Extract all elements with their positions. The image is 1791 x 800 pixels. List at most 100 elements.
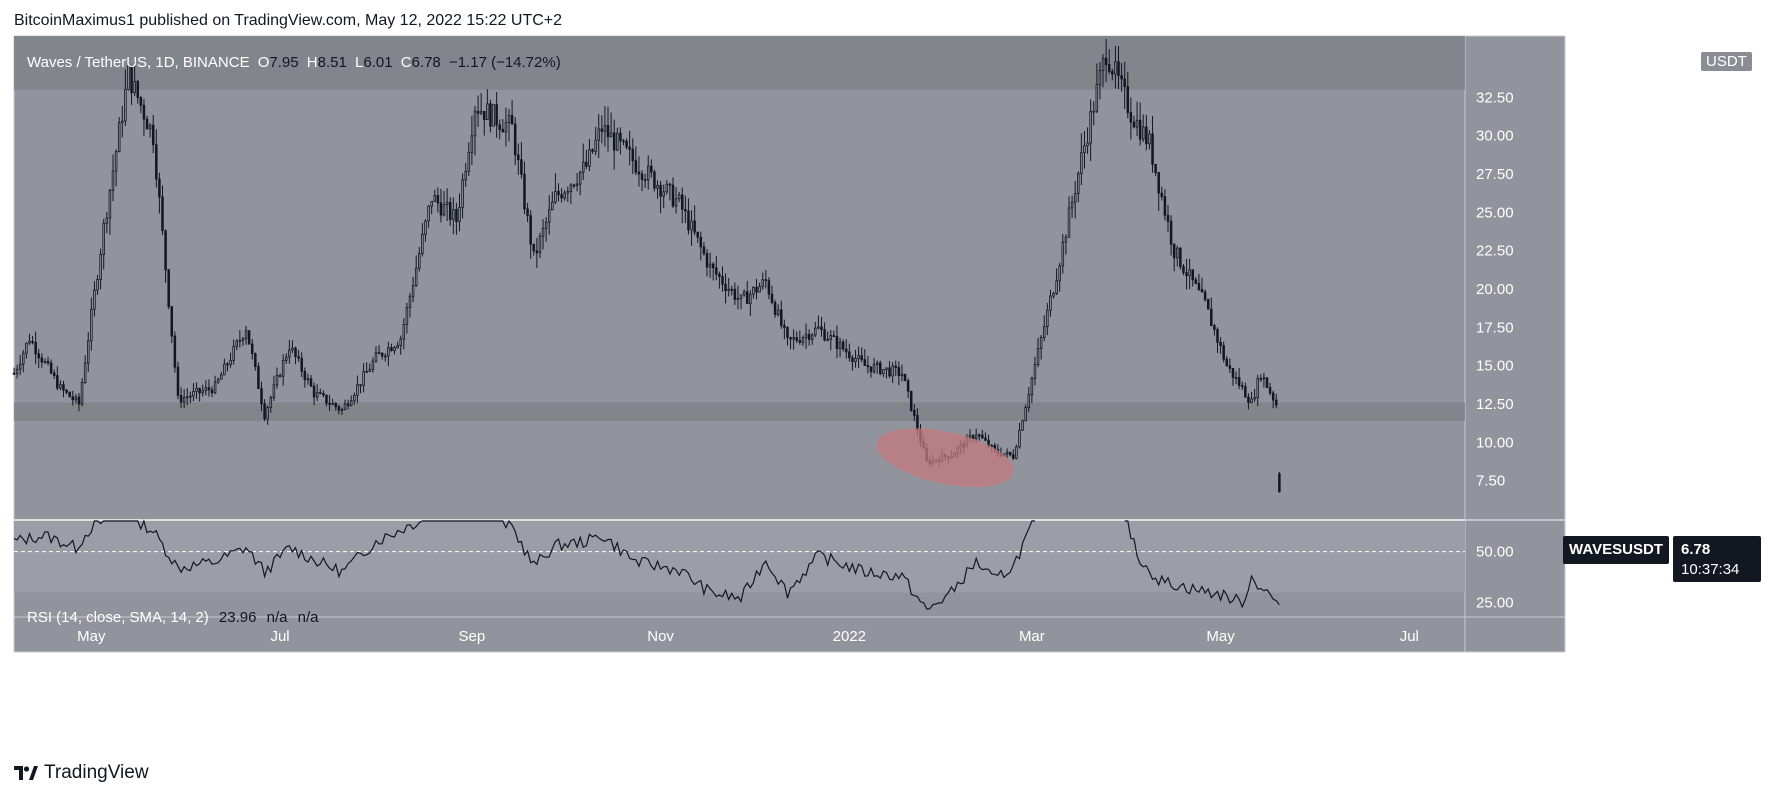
candle-up [758,286,761,293]
candle-down [606,124,610,138]
candle-up [427,205,430,222]
candle-down [377,352,381,355]
candle-up [362,371,365,386]
candle-down [257,366,260,389]
last-price-value: 6.78 [1681,541,1711,558]
candle-down [1259,378,1263,380]
candle-down [659,184,662,197]
candle-up [229,360,232,365]
candle-down [650,165,653,173]
candle-up [1098,69,1102,86]
candle-down [625,140,628,148]
candle-down [1012,454,1015,459]
candle-up [288,349,291,358]
candle-down [495,104,498,126]
candle-down [1197,282,1201,290]
candle-up [96,279,99,291]
candle-up [117,122,121,153]
candle-up [603,124,607,132]
price-tick-label: 25.00 [1476,204,1514,221]
candle-down [894,365,897,368]
candle-up [424,220,427,235]
candle-down [770,293,774,303]
candle-down [501,128,505,133]
candle-up [133,80,136,94]
rsi-na-1: n/a [266,609,288,626]
candle-down [56,375,59,389]
candle-down [37,353,41,359]
candle-up [1089,110,1092,144]
candle-down [600,128,604,132]
candle-down [681,194,684,210]
candle-down [325,394,328,404]
price-tick-label: 27.50 [1476,166,1514,183]
candle-down [1278,473,1281,493]
candle-down [68,391,71,398]
candle-down [897,367,901,376]
candle-down [971,435,975,440]
candle-down [807,333,811,340]
candle-up [690,220,693,231]
rsi-value: 23.96 [218,609,257,626]
candle-down [1247,396,1250,403]
candle-up [1061,241,1065,267]
time-axis-pane [14,617,1565,652]
candle-up [18,363,22,370]
candle-up [275,375,279,386]
candle-down [52,372,56,376]
candle-up [1030,378,1034,396]
candle-down [139,97,143,106]
candle-down [640,173,644,180]
candle-up [875,362,879,365]
candle-up [1086,142,1089,147]
candle-up [1058,265,1061,282]
candle-up [1067,207,1071,238]
candle-up [727,288,730,292]
candle-down [1107,64,1111,72]
candle-up [752,287,755,295]
candle-up [405,306,409,325]
candle-up [761,279,764,287]
candle-down [1154,163,1157,173]
candle-up [838,341,842,349]
candle-down [1213,325,1216,330]
candle-down [913,410,916,416]
candle-down [780,309,783,326]
tradingview-logo[interactable]: TradingView [14,762,149,784]
candle-down [1194,279,1198,284]
candle-down [668,183,672,186]
candle-down [622,140,625,143]
candle-up [1253,397,1256,400]
candle-down [65,389,68,393]
candle-down [158,178,161,198]
candle-down [795,337,798,341]
candle-down [745,291,749,304]
candle-up [353,394,356,402]
legend-change: −1.17 (−14.72%) [448,54,561,71]
candle-down [702,246,706,254]
candle-up [1042,326,1046,338]
candle-down [572,184,576,187]
candle-up [1073,193,1077,203]
candle-up [1052,292,1055,297]
candle-up [281,359,285,377]
currency-badge[interactable]: USDT [1700,51,1753,72]
last-price-tag: 6.78 10:37:34 [1673,536,1761,582]
candle-up [232,345,235,361]
candle-down [909,390,913,411]
candle-up [742,291,746,296]
candle-down [176,366,180,396]
candle-down [981,434,984,439]
candle-down [483,110,486,121]
candle-up [616,132,619,151]
candle-up [1114,61,1117,75]
candle-up [804,333,808,339]
candle-up [192,390,195,397]
candle-up [421,233,424,254]
candle-down [136,80,140,98]
candle-down [1210,308,1213,327]
candle-up [1064,236,1068,243]
candle-down [380,352,384,357]
candle-down [718,273,721,277]
